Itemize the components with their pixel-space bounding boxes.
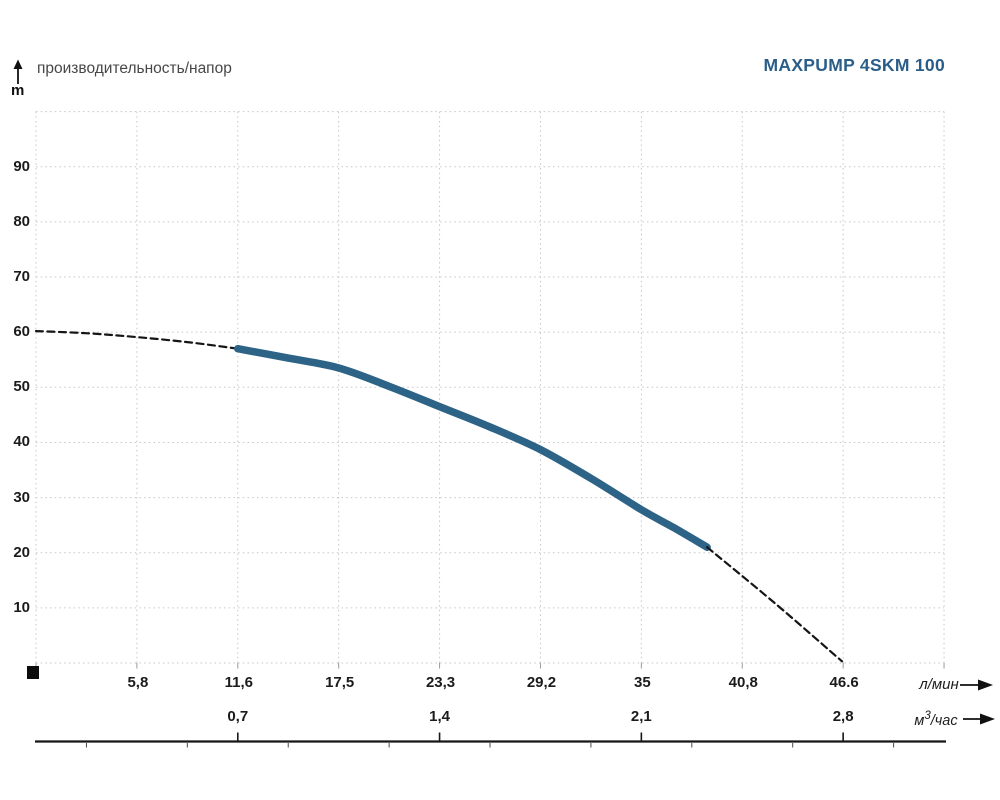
x-tick-label-lmin-29,2: 29,2 — [526, 674, 557, 691]
y-tick-label-60: 60 — [13, 323, 30, 341]
x-axis-lmin-arrow-icon — [960, 679, 993, 691]
y-tick-label-40: 40 — [13, 433, 30, 451]
origin-marker-square — [27, 666, 39, 679]
x-tick-label-lmin-46.6: 46.6 — [829, 674, 859, 691]
x-tick-label-lmin-5,8: 5,8 — [127, 674, 149, 691]
y-tick-label-30: 30 — [13, 488, 30, 506]
m3h-unit-rest: /час — [930, 712, 958, 729]
m3h-unit-superscript: 3 — [924, 710, 931, 722]
x-axis-unit-m3h-label: м3/час — [901, 710, 971, 729]
y-tick-label-20: 20 — [13, 543, 30, 561]
y-axis-arrow-icon — [13, 59, 23, 84]
grid-lines — [35, 111, 945, 669]
y-axis-title: производительность/напор — [37, 60, 232, 77]
x-tick-label-lmin-11,6: 11,6 — [224, 674, 253, 691]
y-axis-unit-label: m — [11, 82, 25, 99]
y-tick-label-70: 70 — [13, 268, 30, 286]
y-tick-label-50: 50 — [13, 378, 30, 396]
secondary-axis-m3h — [35, 732, 946, 748]
x-axis-unit-lmin-label: л/мин — [919, 676, 959, 693]
x-tick-label-lmin-17,5: 17,5 — [325, 674, 355, 691]
head-curve-extrapolated-low-flow — [34, 330, 239, 350]
chart-title: MAXPUMP 4SKM 100 — [763, 55, 945, 75]
x-tick-label-m3h-2,1: 2,1 — [630, 708, 652, 725]
x-tick-label-lmin-23,3: 23,3 — [425, 674, 456, 691]
head-curve-extrapolated-high-flow — [706, 546, 844, 663]
x-tick-label-lmin-40,8: 40,8 — [728, 674, 758, 691]
x-axis-m3h-arrow-icon — [963, 713, 995, 725]
y-tick-label-80: 80 — [13, 212, 30, 230]
x-tick-label-m3h-1,4: 1,4 — [429, 708, 450, 725]
x-tick-label-m3h-0,7: 0,7 — [227, 708, 249, 725]
m3h-unit-base: м — [914, 712, 925, 729]
pump-curves — [34, 330, 844, 663]
y-tick-label-10: 10 — [13, 598, 30, 616]
y-tick-label-90: 90 — [13, 157, 30, 175]
x-tick-label-m3h-2,8: 2,8 — [832, 708, 854, 725]
x-tick-label-lmin-35: 35 — [634, 674, 651, 691]
head-curve-operating-range — [234, 344, 711, 551]
